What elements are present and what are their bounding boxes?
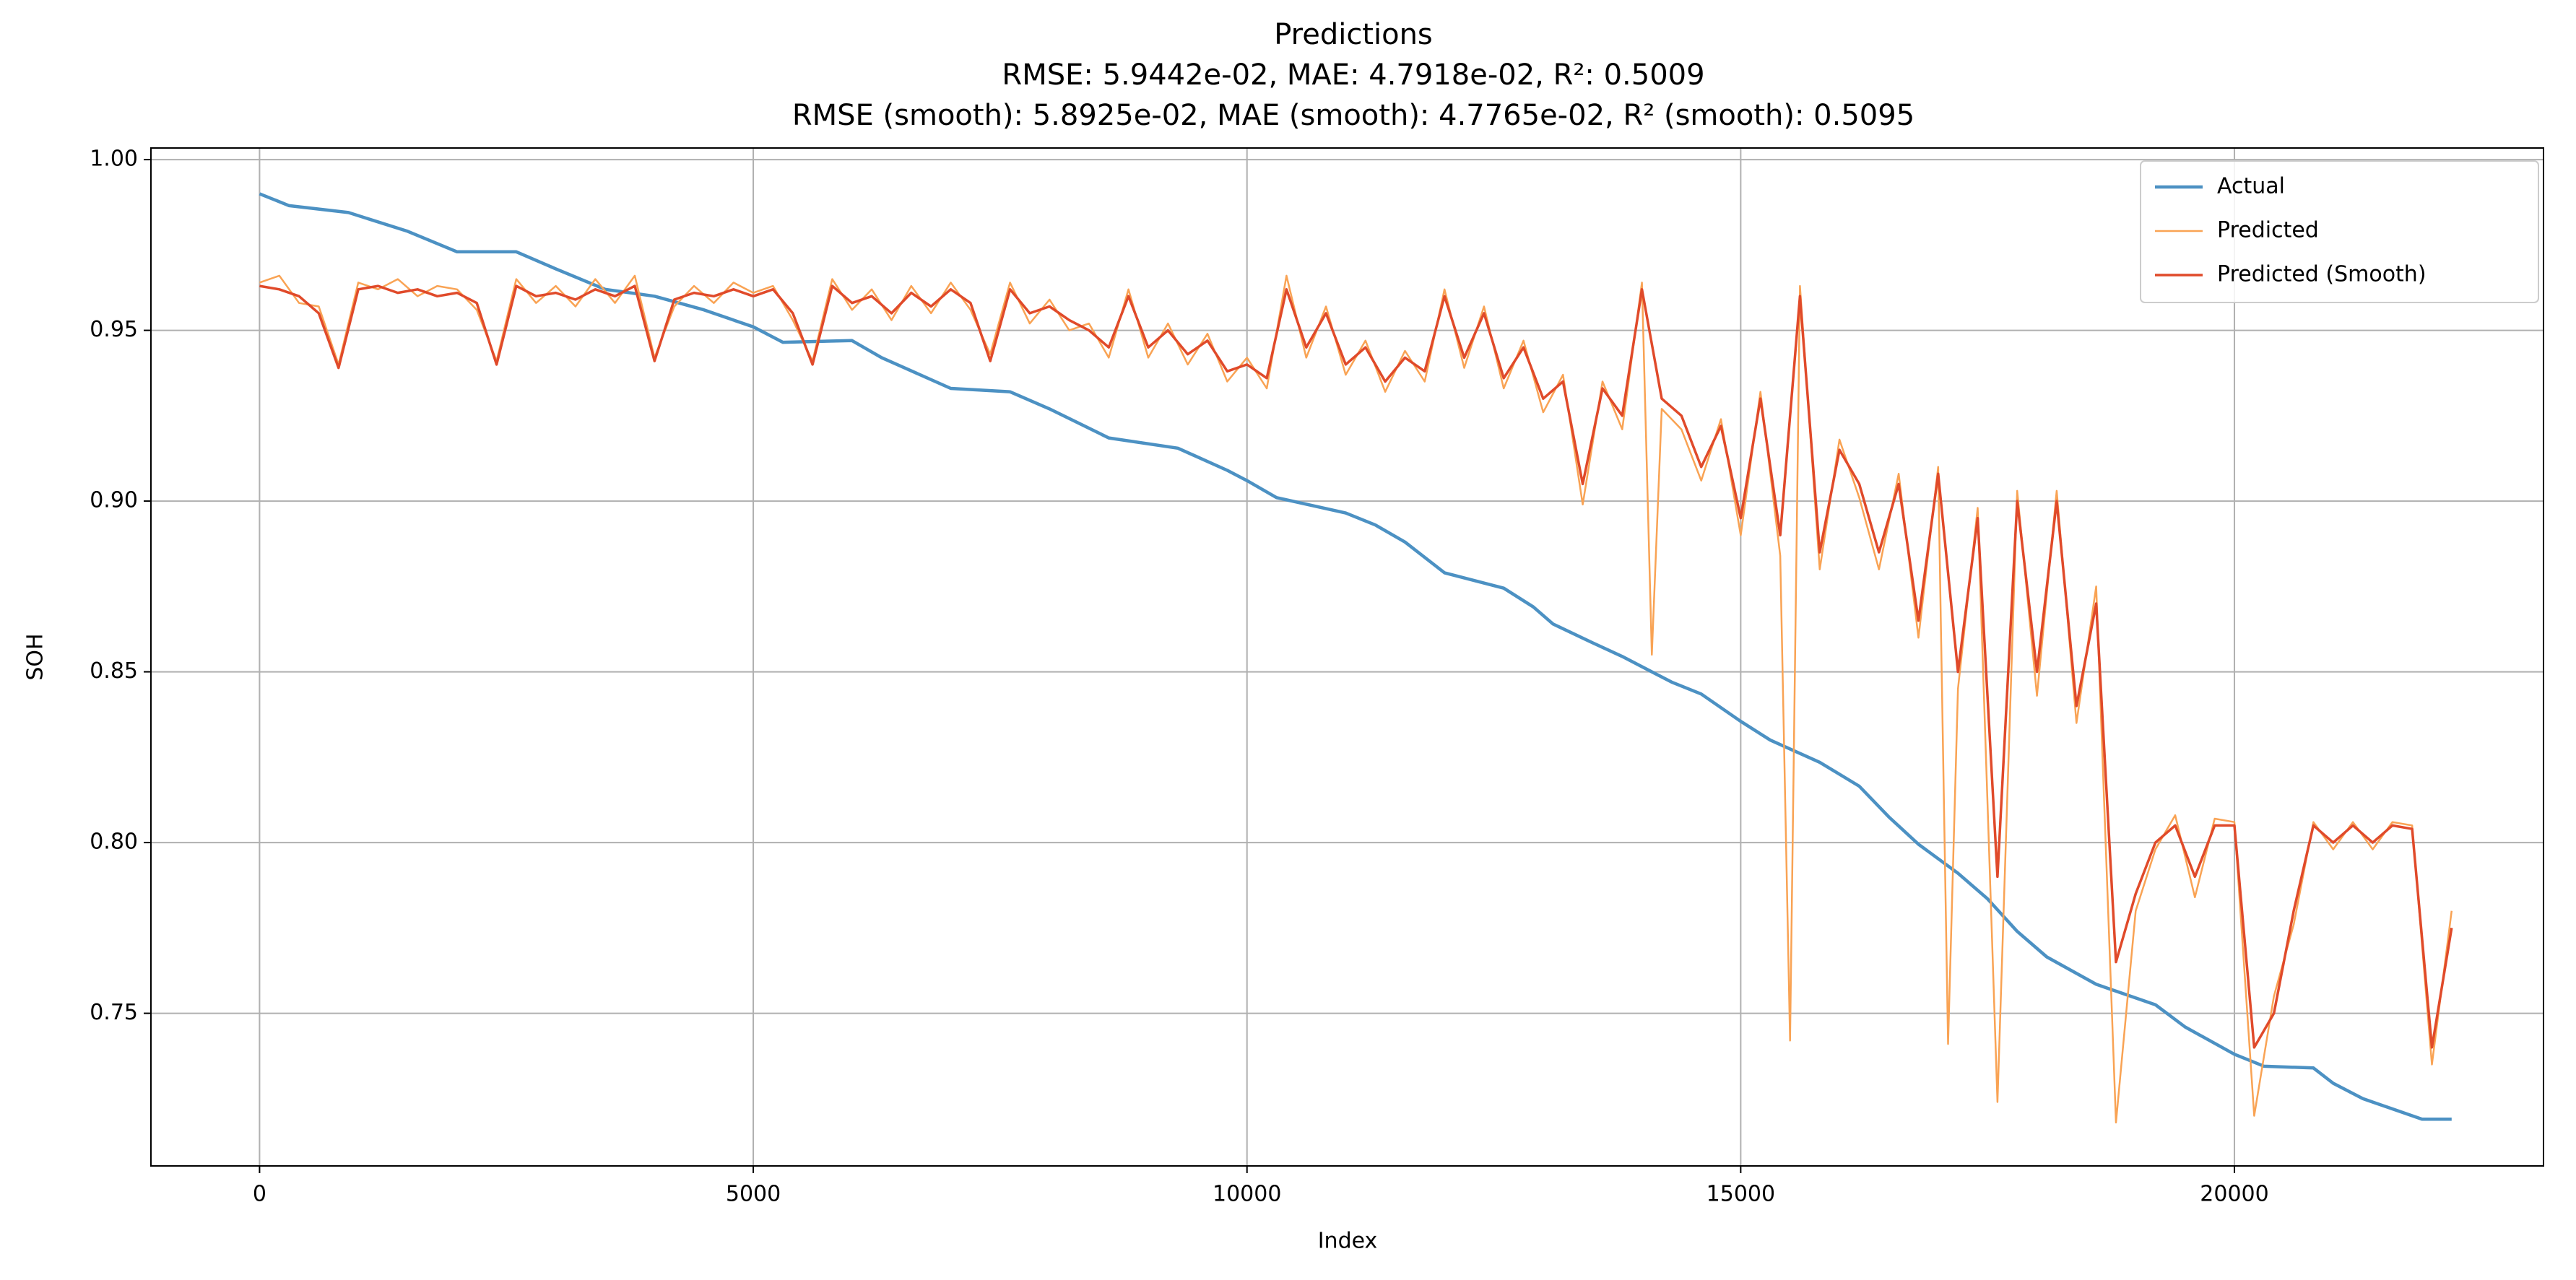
series-line xyxy=(259,192,2452,1121)
x-tick-label: 10000 xyxy=(1213,1182,1281,1207)
legend-label: Predicted (Smooth) xyxy=(2217,262,2427,287)
y-tick-label: 1.00 xyxy=(90,147,138,172)
series-line xyxy=(259,274,2453,1124)
x-tick-label: 5000 xyxy=(726,1182,781,1207)
x-tick-label: 20000 xyxy=(2200,1182,2268,1207)
x-tick-label: 0 xyxy=(253,1182,266,1207)
plot-frame xyxy=(150,147,2544,1167)
legend-label: Actual xyxy=(2217,174,2285,199)
chart-title: Predictions xyxy=(1274,18,1433,51)
chart-subtitle: RMSE (smooth): 5.8925e-02, MAE (smooth):… xyxy=(792,99,1914,132)
legend-box xyxy=(2140,160,2539,303)
y-tick-label: 0.90 xyxy=(90,488,138,513)
x-tick-label: 15000 xyxy=(1707,1182,1775,1207)
y-tick-label: 0.80 xyxy=(90,830,138,855)
y-tick-label: 0.85 xyxy=(90,658,138,684)
y-tick-label: 0.75 xyxy=(90,1000,138,1025)
y-axis-label: SOH xyxy=(23,633,48,680)
x-axis-label: Index xyxy=(1318,1229,1378,1254)
legend-label: Predicted xyxy=(2217,218,2319,243)
y-tick-label: 0.95 xyxy=(90,317,138,342)
chart-subtitle: RMSE: 5.9442e-02, MAE: 4.7918e-02, R²: 0… xyxy=(1002,58,1704,92)
series-line xyxy=(259,284,2453,1049)
